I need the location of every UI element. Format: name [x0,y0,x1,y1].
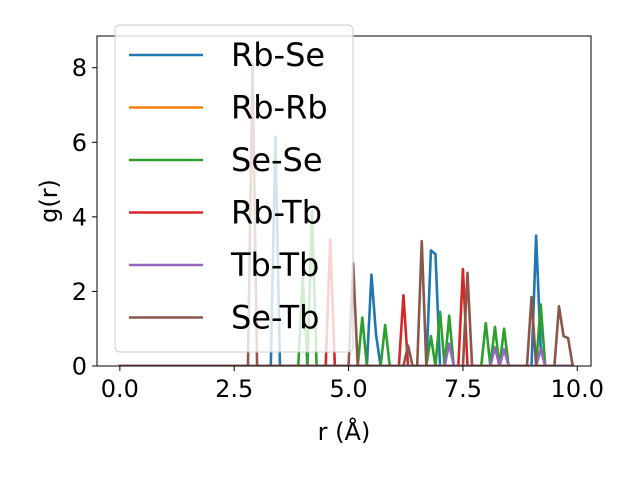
x-tick-label: 2.5 [215,375,253,403]
y-axis: 0 2 4 6 8 [72,54,97,381]
legend-label: Rb-Rb [231,89,328,127]
legend-label: Rb-Tb [231,194,322,232]
y-tick-label: 4 [72,203,87,231]
legend-label: Se-Tb [231,299,319,337]
y-axis-label: g(r) [35,179,63,223]
legend-label: Rb-Se [231,36,325,74]
y-tick-label: 8 [72,54,87,82]
x-axis: 0.0 2.5 5.0 7.5 10.0 [101,366,604,403]
x-tick-label: 5.0 [329,375,367,403]
y-tick-label: 6 [72,129,87,157]
series-line-tb-tb [118,342,574,366]
legend: Rb-Se Rb-Rb Se-Se Rb-Tb Tb-Tb Se-Tb [114,24,354,353]
y-tick-label: 0 [72,353,87,381]
y-tick-label: 2 [72,278,87,306]
series-line-se-tb [118,62,575,366]
legend-label: Se-Se [231,141,323,179]
x-tick-label: 10.0 [551,375,604,403]
x-axis-label: r (Å) [318,417,371,446]
x-tick-label: 0.0 [101,375,139,403]
x-tick-label: 7.5 [444,375,482,403]
legend-label: Tb-Tb [230,246,319,284]
